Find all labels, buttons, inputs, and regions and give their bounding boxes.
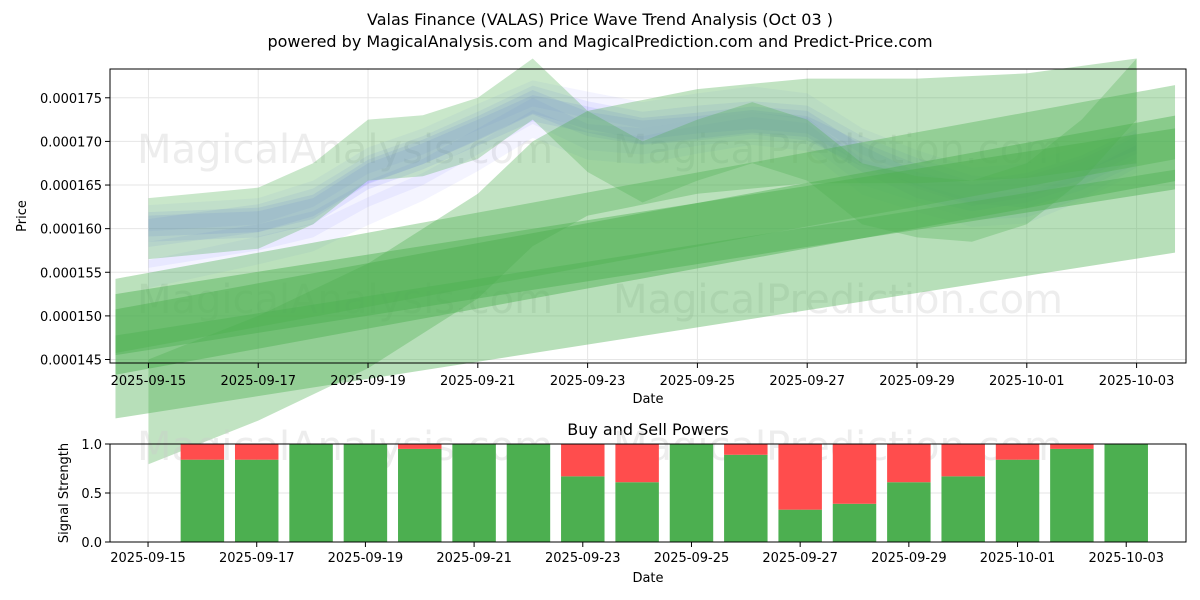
- signal-y-tick-label: 0.0: [81, 536, 102, 551]
- sell-bar: [615, 444, 659, 483]
- signal-x-tick-label: 2025-09-15: [110, 551, 186, 566]
- sell-bar: [887, 444, 931, 483]
- figure-title: Valas Finance (VALAS) Price Wave Trend A…: [367, 10, 833, 29]
- price-series: [115, 58, 1176, 465]
- buy-bar: [995, 459, 1040, 542]
- price-series-band-green-trend-1: [115, 128, 1176, 356]
- signal-y-axis-label: Signal Strength: [57, 443, 72, 543]
- figure-subtitle: powered by MagicalAnalysis.com and Magic…: [267, 32, 932, 51]
- price-x-tick-label: 2025-09-17: [220, 374, 296, 389]
- sell-bar: [832, 444, 877, 504]
- price-y-tick-label: 0.000160: [40, 223, 102, 238]
- signal-chart: Buy and Sell Powers MagicalAnalysis.com …: [57, 420, 1187, 586]
- signal-y-tick-label: 1.0: [81, 438, 102, 453]
- price-x-tick-label: 2025-09-15: [111, 374, 187, 389]
- price-series-band-blue-wave-1: [148, 89, 1137, 237]
- buy-bar: [234, 459, 279, 542]
- price-series-band-blue-wave-5: [148, 110, 1137, 288]
- buy-bar: [615, 482, 659, 542]
- price-y-tick-label: 0.000155: [40, 266, 102, 281]
- price-x-ticks: 2025-09-15 2025-09-17 2025-09-19 2025-09-21…: [111, 363, 1175, 389]
- signal-x-tick-label: 2025-09-27: [762, 551, 838, 566]
- price-plot-frame: [109, 68, 1187, 364]
- signal-x-tick-label: 2025-09-23: [545, 551, 621, 566]
- signal-y-tick-label: 0.5: [81, 487, 102, 502]
- sell-bar: [778, 444, 822, 510]
- price-chart: MagicalAnalysis.com MagicalPrediction.co…: [15, 58, 1187, 465]
- sell-bar: [398, 444, 442, 449]
- price-x-tick-label: 2025-10-01: [989, 374, 1065, 389]
- price-y-tick-label: 0.000165: [40, 179, 102, 194]
- signal-x-tick-label: 2025-09-19: [328, 551, 404, 566]
- price-x-tick-label: 2025-09-23: [550, 374, 626, 389]
- sell-bar: [1050, 444, 1094, 449]
- sell-bar: [941, 444, 985, 477]
- price-y-ticks: 0.000145 0.000150 0.000155 0.000160 0.000165…: [40, 92, 110, 369]
- buy-bar: [289, 444, 333, 542]
- price-series-band-green-trend-4: [115, 85, 1176, 353]
- price-series-band-green-trend-2: [115, 115, 1176, 375]
- watermark-analysis: MagicalAnalysis.com: [137, 277, 553, 323]
- price-series-band-green-wave-2: [148, 58, 1137, 465]
- price-watermarks: MagicalAnalysis.com MagicalPrediction.co…: [137, 127, 1063, 323]
- buy-bar: [778, 509, 822, 542]
- price-x-tick-label: 2025-09-19: [330, 374, 406, 389]
- signal-chart-title: Buy and Sell Powers: [567, 420, 729, 439]
- buy-bar: [669, 444, 714, 542]
- buy-bar: [343, 444, 388, 542]
- signal-x-tick-label: 2025-09-29: [871, 551, 947, 566]
- price-series-band-green-trend-3: [115, 169, 1176, 419]
- buy-bar: [398, 448, 442, 542]
- signal-x-tick-label: 2025-09-17: [219, 551, 295, 566]
- sell-bar: [724, 444, 768, 455]
- signal-x-ticks: 2025-09-15 2025-09-17 2025-09-19 2025-09-21…: [110, 542, 1164, 566]
- buy-bar: [452, 444, 496, 542]
- sell-bar: [234, 444, 279, 460]
- signal-x-tick-label: 2025-10-01: [980, 551, 1056, 566]
- price-y-tick-label: 0.000145: [40, 354, 102, 369]
- buy-bar: [941, 476, 985, 542]
- buy-bar: [724, 454, 768, 542]
- signal-bars: [180, 444, 1148, 542]
- watermark-prediction: MagicalPrediction.com: [613, 127, 1063, 173]
- sell-bar: [995, 444, 1040, 460]
- signal-x-axis-label: Date: [632, 571, 663, 586]
- watermark-prediction: MagicalPrediction.com: [613, 277, 1063, 323]
- signal-x-tick-label: 2025-10-03: [1088, 551, 1164, 566]
- price-y-axis-label: Price: [15, 200, 30, 232]
- price-x-tick-label: 2025-09-25: [660, 374, 736, 389]
- price-x-tick-label: 2025-09-29: [879, 374, 955, 389]
- price-x-tick-label: 2025-10-03: [1099, 374, 1175, 389]
- price-y-tick-label: 0.000150: [40, 310, 102, 325]
- buy-bar: [1050, 448, 1094, 542]
- price-series-band-green-wave-1: [148, 58, 1137, 260]
- price-series-band-blue-wave-2: [148, 95, 1137, 242]
- buy-bar: [1104, 444, 1148, 542]
- sell-bar: [561, 444, 605, 477]
- price-y-tick-label: 0.000170: [40, 135, 102, 150]
- buy-bar: [506, 444, 551, 542]
- price-x-tick-label: 2025-09-21: [440, 374, 516, 389]
- watermark-analysis: MagicalAnalysis.com: [137, 127, 553, 173]
- price-series-band-blue-wave-4: [148, 97, 1137, 268]
- sell-bar: [180, 444, 225, 460]
- price-y-tick-label: 0.000175: [40, 92, 102, 107]
- price-series-band-blue-wave-6: [148, 80, 1137, 232]
- price-series-band-blue-wave-3: [148, 85, 1137, 247]
- price-grid: [110, 69, 1186, 363]
- buy-bar: [561, 476, 605, 542]
- buy-bar: [832, 503, 877, 542]
- price-x-tick-label: 2025-09-27: [769, 374, 845, 389]
- buy-bar: [887, 482, 931, 542]
- buy-bar: [180, 459, 225, 542]
- price-x-axis-label: Date: [632, 392, 663, 407]
- signal-x-tick-label: 2025-09-21: [436, 551, 512, 566]
- signal-y-ticks: 0.0 0.5 1.0: [81, 438, 110, 551]
- signal-x-tick-label: 2025-09-25: [654, 551, 730, 566]
